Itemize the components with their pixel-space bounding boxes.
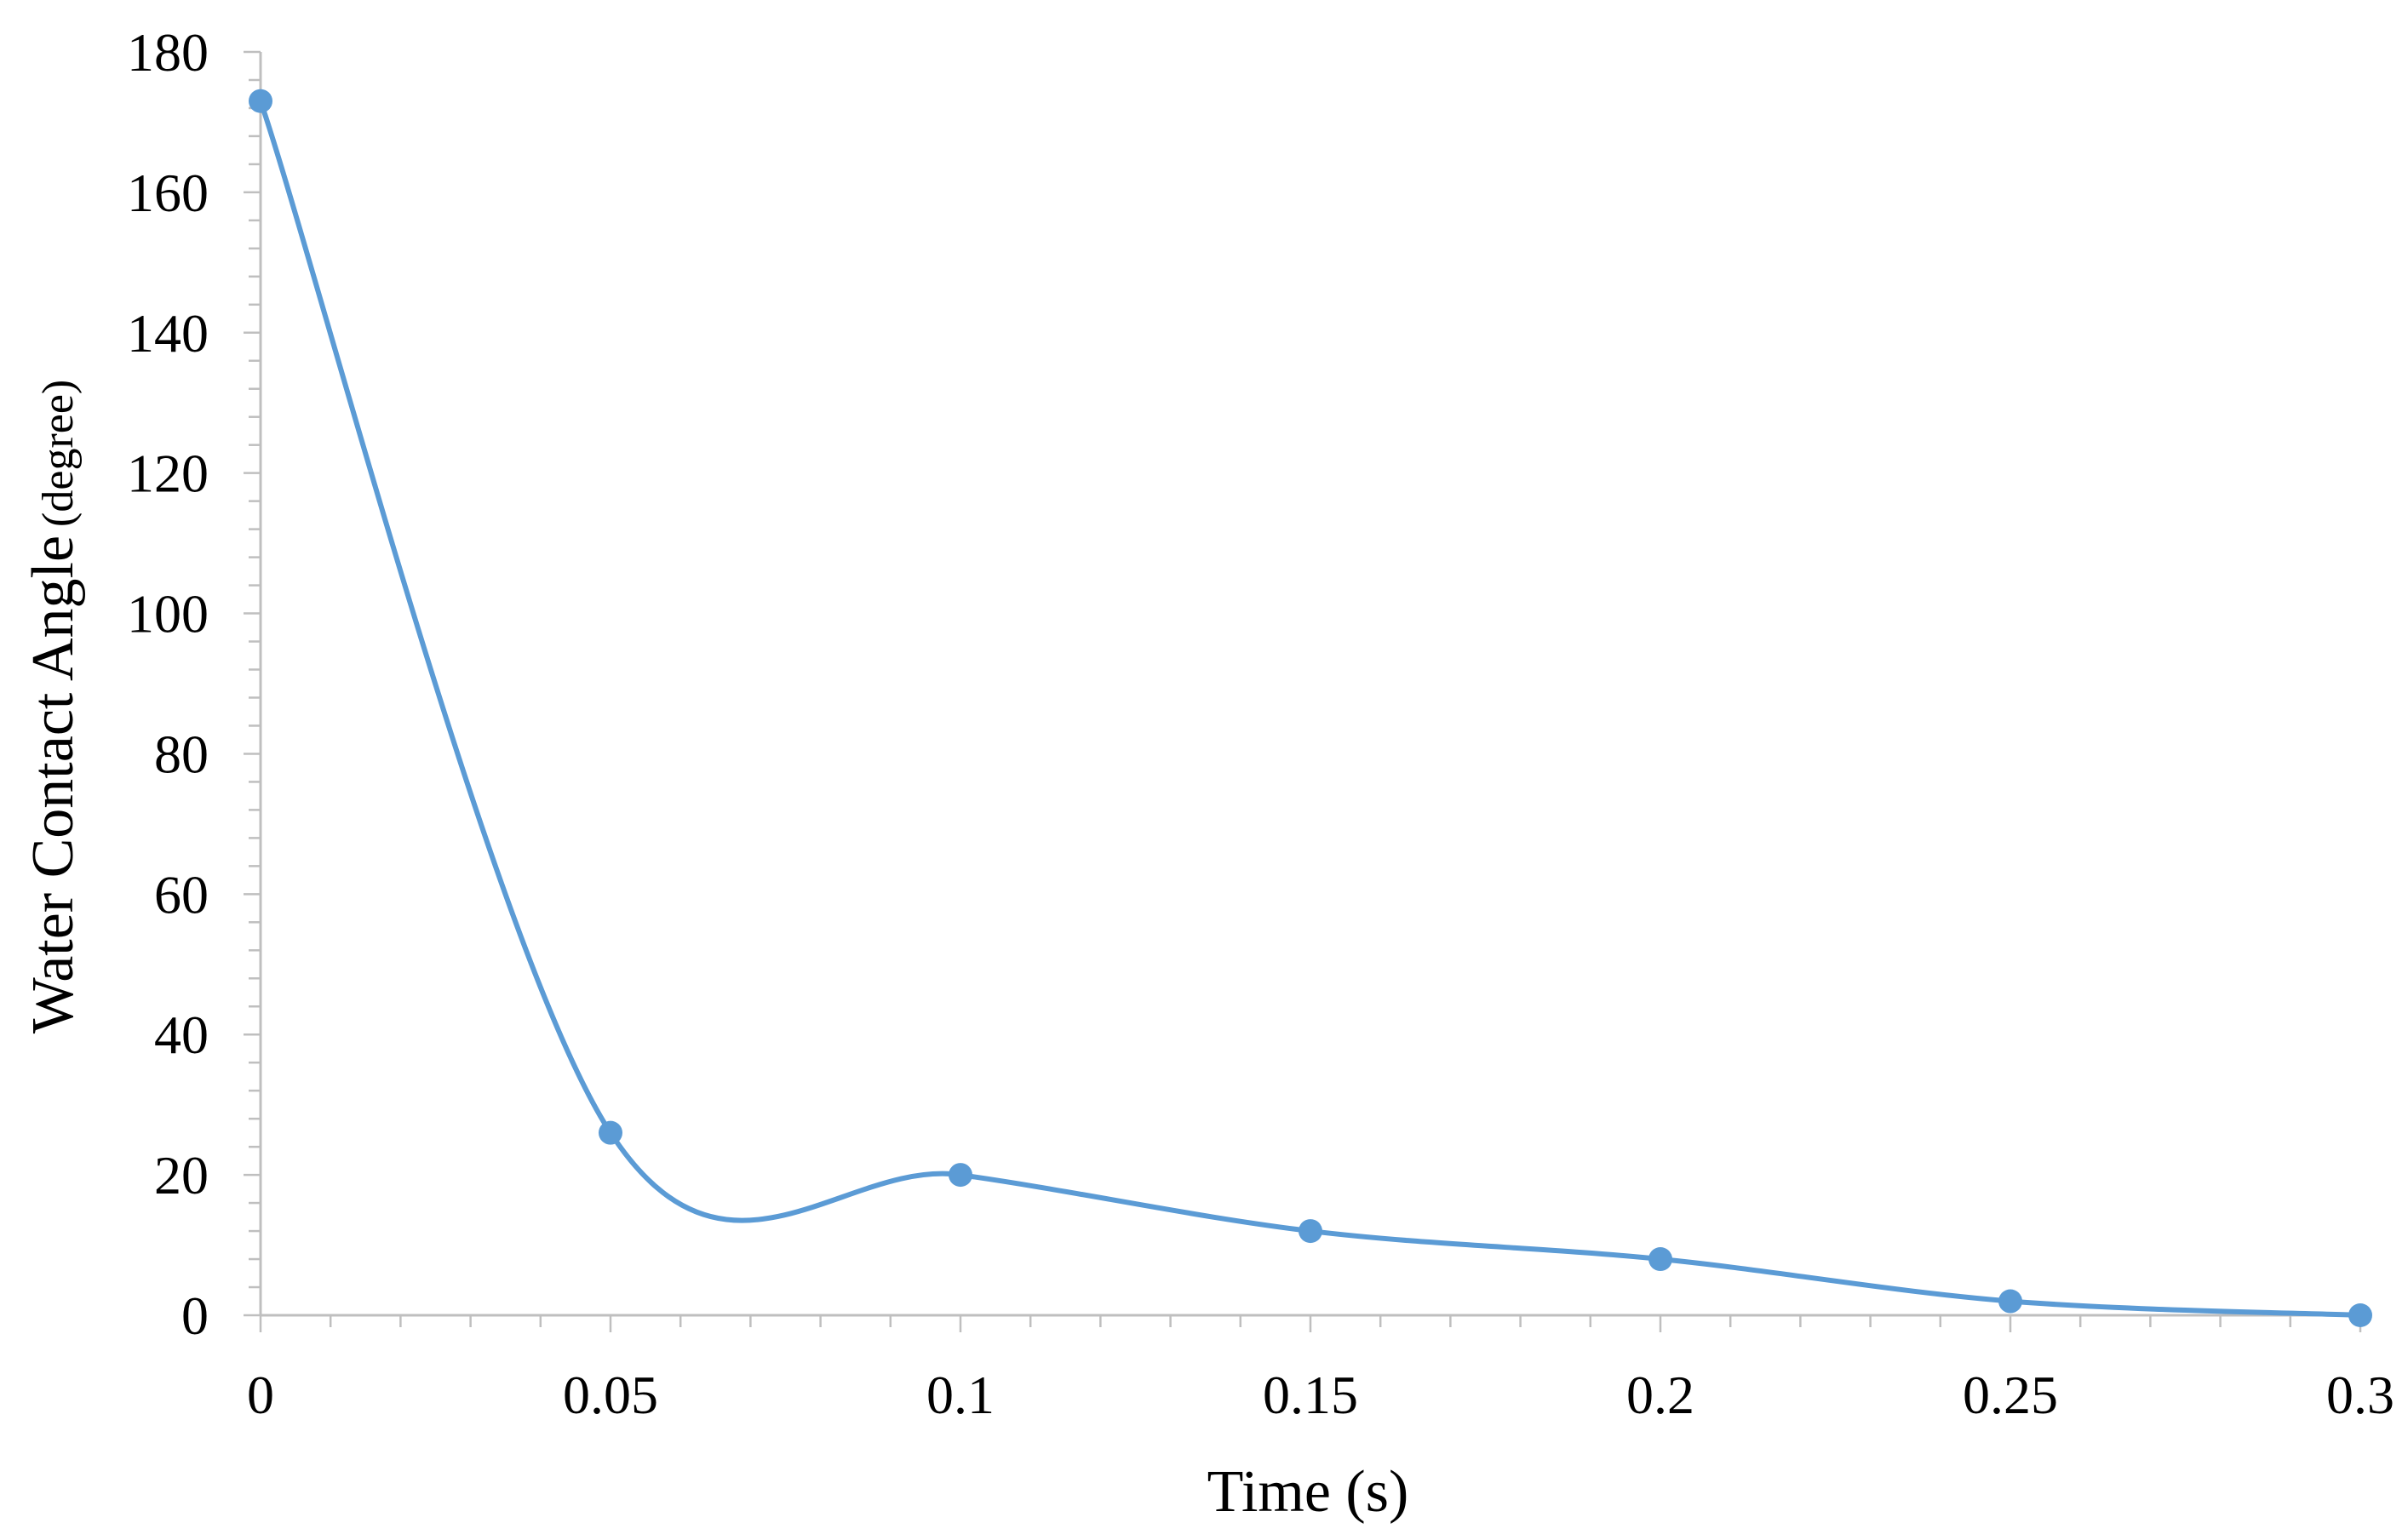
x-tick-labels: 0 0.05 0.1 0.15 0.2 0.25 0.3 (247, 1365, 2394, 1425)
data-point (2348, 1303, 2372, 1327)
x-axis-title: Time (s) (1207, 1459, 1409, 1525)
data-point (1299, 1219, 1322, 1244)
axes (244, 50, 2362, 1332)
x-tick-label: 0.3 (2326, 1365, 2394, 1425)
y-tick-label: 100 (127, 584, 209, 644)
data-point (599, 1120, 622, 1145)
x-tick-label: 0.15 (1263, 1365, 1358, 1425)
x-tick-label: 0.05 (563, 1365, 658, 1425)
series-line (258, 98, 2363, 1318)
y-axis-title-main: Water Contact Angle (20, 535, 86, 1033)
x-tick-label: 0 (247, 1365, 274, 1425)
series-layer (249, 89, 2372, 1327)
x-tick-label: 0.1 (926, 1365, 995, 1425)
y-tick-label: 180 (127, 22, 209, 83)
y-tick-label: 60 (154, 864, 209, 925)
y-tick-labels: 0 20 40 60 80 100 120 140 160 180 (127, 22, 209, 1346)
data-point (249, 89, 272, 113)
y-tick-label: 20 (154, 1145, 209, 1205)
data-point (1648, 1247, 1672, 1272)
x-tick-label: 0.2 (1626, 1365, 1694, 1425)
x-tick-label: 0.25 (1963, 1365, 2058, 1425)
y-tick-label: 160 (127, 163, 209, 223)
y-tick-label: 80 (154, 724, 209, 784)
y-axis-title: Water Contact Angle (degree) (20, 380, 86, 1034)
data-point (1998, 1289, 2022, 1314)
y-tick-label: 0 (181, 1285, 209, 1346)
data-point (949, 1163, 972, 1188)
y-tick-label: 40 (154, 1005, 209, 1065)
y-tick-label: 120 (127, 444, 209, 504)
y-tick-label: 140 (127, 303, 209, 364)
y-axis-title-unit: (degree) (34, 380, 83, 527)
